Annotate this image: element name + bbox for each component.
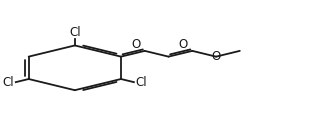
Text: Cl: Cl: [69, 26, 81, 39]
Text: O: O: [212, 50, 221, 63]
Text: Cl: Cl: [3, 76, 14, 89]
Text: O: O: [131, 38, 140, 51]
Text: Cl: Cl: [136, 76, 147, 89]
Text: O: O: [179, 38, 188, 51]
